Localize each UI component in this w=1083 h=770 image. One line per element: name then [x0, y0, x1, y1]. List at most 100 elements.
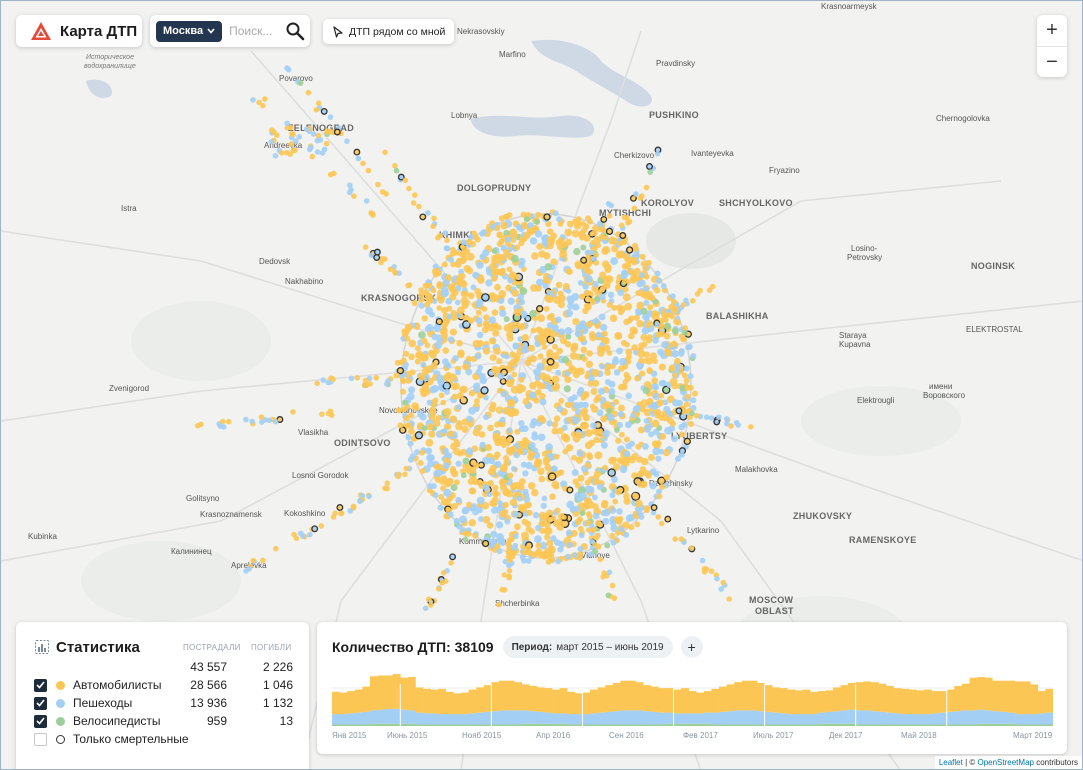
accident-marker[interactable] [414, 345, 421, 352]
accident-marker[interactable] [466, 267, 474, 275]
timeline-chart[interactable]: Янв 2015 Июнь 2015 Нояб 2015 Апр 2016 Сен 20… [332, 674, 1053, 746]
accident-marker[interactable] [618, 250, 624, 257]
accident-marker[interactable] [559, 250, 568, 259]
chart-bar-segment[interactable] [658, 724, 667, 726]
accident-marker[interactable] [457, 349, 465, 357]
accident-marker[interactable] [450, 468, 457, 475]
accident-marker[interactable] [574, 518, 582, 526]
chart-bar-segment[interactable] [491, 724, 500, 726]
accident-marker[interactable] [457, 450, 464, 457]
accident-marker[interactable] [519, 322, 527, 330]
accident-marker[interactable] [543, 305, 550, 312]
chart-bar-segment[interactable] [445, 724, 454, 726]
accident-marker[interactable] [570, 343, 579, 352]
chart-bar-segment[interactable] [483, 724, 492, 726]
chart-bar-segment[interactable] [332, 724, 340, 726]
chart-bar-segment[interactable] [832, 711, 841, 724]
chart-bar-segment[interactable] [514, 724, 523, 726]
accident-marker[interactable] [511, 289, 519, 297]
chart-bar-segment[interactable] [787, 689, 796, 715]
chart-bar-segment[interactable] [870, 682, 879, 712]
accident-marker[interactable] [507, 297, 515, 305]
chart-bar-segment[interactable] [536, 723, 545, 726]
chart-bar-segment[interactable] [438, 714, 447, 725]
fatal-accident-marker[interactable] [396, 367, 405, 375]
chart-bar-segment[interactable] [787, 714, 796, 725]
accident-marker[interactable] [652, 337, 659, 344]
chart-bar-segment[interactable] [923, 689, 932, 715]
accident-marker[interactable] [557, 237, 565, 245]
accident-marker[interactable] [399, 377, 406, 383]
chart-bar-segment[interactable] [703, 723, 712, 726]
accident-marker[interactable] [493, 347, 501, 355]
accident-marker[interactable] [347, 182, 353, 188]
accident-marker[interactable] [517, 503, 525, 511]
nearby-button[interactable]: ДТП рядом со мной [323, 19, 455, 44]
accident-marker[interactable] [491, 506, 499, 514]
accident-marker[interactable] [565, 238, 573, 246]
accident-marker[interactable] [409, 369, 416, 376]
accident-marker[interactable] [688, 545, 695, 551]
accident-marker[interactable] [558, 328, 566, 336]
accident-marker[interactable] [616, 347, 623, 355]
accident-marker[interactable] [565, 529, 573, 537]
accident-marker[interactable] [588, 249, 595, 256]
chart-bar-segment[interactable] [870, 724, 879, 726]
accident-marker[interactable] [363, 377, 369, 384]
accident-marker[interactable] [544, 527, 553, 535]
chart-bar-segment[interactable] [347, 691, 356, 714]
accident-marker[interactable] [622, 252, 630, 260]
accident-marker[interactable] [533, 218, 541, 225]
accident-marker[interactable] [562, 282, 570, 291]
accident-marker[interactable] [529, 309, 537, 318]
chart-bar-segment[interactable] [969, 677, 978, 711]
accident-marker[interactable] [362, 382, 368, 388]
chart-bar-segment[interactable] [825, 690, 834, 712]
accident-marker[interactable] [598, 293, 606, 301]
accident-marker[interactable] [612, 399, 620, 406]
accident-marker[interactable] [574, 260, 582, 268]
accident-marker[interactable] [637, 350, 646, 358]
accident-marker[interactable] [577, 280, 584, 286]
accident-marker[interactable] [632, 492, 638, 499]
chart-bar-segment[interactable] [719, 686, 727, 712]
chart-bar-segment[interactable] [1022, 714, 1031, 725]
chart-bar-segment[interactable] [878, 711, 887, 725]
checkbox-cyclists[interactable] [34, 714, 47, 728]
accident-marker[interactable] [672, 399, 680, 407]
accident-marker[interactable] [534, 379, 541, 387]
chart-bar-segment[interactable] [1007, 680, 1016, 713]
accident-marker[interactable] [566, 416, 573, 423]
accident-marker[interactable] [557, 301, 565, 309]
fatal-accident-marker[interactable] [662, 385, 671, 395]
chart-bar-segment[interactable] [734, 710, 743, 725]
accident-marker[interactable] [557, 294, 566, 303]
accident-marker[interactable] [574, 329, 583, 338]
accident-marker[interactable] [664, 349, 673, 357]
accident-marker[interactable] [426, 423, 434, 431]
accident-marker[interactable] [571, 293, 580, 301]
fatal-accident-marker[interactable] [353, 148, 361, 156]
accident-marker[interactable] [546, 328, 554, 336]
accident-marker[interactable] [546, 322, 554, 329]
accident-marker[interactable] [466, 501, 473, 508]
accident-marker[interactable] [502, 558, 509, 565]
accident-marker[interactable] [661, 413, 669, 422]
chart-bar-segment[interactable] [529, 711, 538, 724]
accident-marker[interactable] [565, 444, 574, 452]
fatal-accident-marker[interactable] [580, 256, 588, 264]
accident-marker[interactable] [656, 277, 662, 284]
accident-marker[interactable] [481, 306, 488, 312]
accident-marker[interactable] [534, 458, 541, 466]
accident-marker[interactable] [597, 556, 603, 563]
accident-marker[interactable] [287, 151, 293, 157]
accident-marker[interactable] [431, 215, 437, 222]
accident-marker[interactable] [419, 387, 426, 394]
accident-marker[interactable] [436, 305, 443, 311]
chart-bar-segment[interactable] [984, 710, 993, 724]
accident-marker[interactable] [497, 372, 505, 380]
accident-marker[interactable] [544, 263, 553, 271]
accident-marker[interactable] [671, 382, 679, 390]
accident-marker[interactable] [600, 415, 608, 423]
accident-marker[interactable] [562, 433, 570, 442]
